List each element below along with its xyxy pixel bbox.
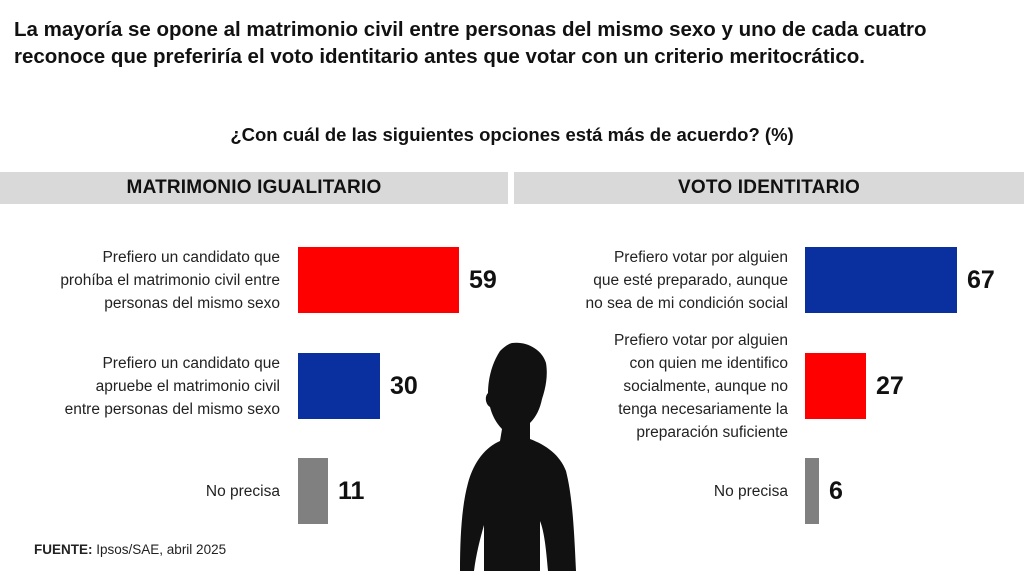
bar-category-label-line: entre personas del mismo sexo — [64, 400, 280, 418]
chart-subtitle: ¿Con cuál de las siguientes opciones est… — [230, 124, 794, 145]
bar-value-label: 67 — [967, 266, 995, 294]
bar-category-label-line: socialmente, aunque no — [623, 377, 788, 395]
source-label: FUENTE: — [34, 542, 93, 557]
bar-value-label: 59 — [469, 266, 497, 294]
bar-category-label-line: apruebe el matrimonio civil — [95, 377, 280, 395]
bar-matrimonio-0 — [298, 247, 459, 313]
bar-category-label: Prefiero votar por alguien que esté prepa… — [540, 246, 788, 315]
bar-value-label: 11 — [338, 477, 365, 505]
bar-category-label-line: Prefiero un candidato que — [102, 354, 280, 372]
source-note: FUENTE: Ipsos/SAE, abril 2025 — [34, 542, 226, 557]
bar-category-label: No precisa — [0, 480, 280, 503]
bar-category-label: Prefiero un candidato que apruebe el matr… — [0, 352, 280, 421]
bar-category-label-line: que esté preparado, aunque — [593, 271, 788, 289]
source-text: Ipsos/SAE, abril 2025 — [96, 542, 227, 557]
bar-category-label-line: No precisa — [713, 482, 788, 500]
bar-matrimonio-2 — [298, 458, 328, 524]
bar-voto-1 — [805, 353, 866, 419]
bar-value-label: 6 — [829, 477, 843, 505]
bar-value-label: 30 — [390, 372, 418, 400]
bar-category-label-line: Prefiero votar por alguien — [613, 248, 788, 266]
bar-category-label-line: prohíba el matrimonio civil entre — [60, 271, 280, 289]
bar-category-label: No precisa — [540, 480, 788, 503]
bar-voto-2 — [805, 458, 819, 524]
bar-category-label-line: con quien me identifico — [629, 354, 788, 372]
bar-category-label-line: Prefiero votar por alguien — [613, 331, 788, 349]
person-silhouette-icon — [460, 342, 576, 571]
bar-category-label-line: personas del mismo sexo — [104, 294, 280, 312]
bar-voto-0 — [805, 247, 957, 313]
chart-title: La mayoría se opone al matrimonio civil … — [14, 18, 927, 68]
bar-category-label-line: no sea de mi condición social — [585, 294, 788, 312]
bar-category-label-line: tenga necesariamente la — [618, 400, 788, 418]
bar-category-label: Prefiero un candidato que prohíba el matr… — [0, 246, 280, 315]
bar-value-label: 27 — [876, 372, 904, 400]
panel-header-voto: VOTO IDENTITARIO — [514, 172, 1024, 204]
bar-category-label-line: Prefiero un candidato que — [102, 248, 280, 266]
panel-header-matrimonio: MATRIMONIO IGUALITARIO — [0, 172, 508, 204]
bar-category-label-line: preparación suficiente — [636, 423, 788, 441]
bar-matrimonio-1 — [298, 353, 380, 419]
bar-category-label: Prefiero votar por alguien con quien me i… — [540, 329, 788, 444]
bar-category-label-line: No precisa — [205, 482, 280, 500]
